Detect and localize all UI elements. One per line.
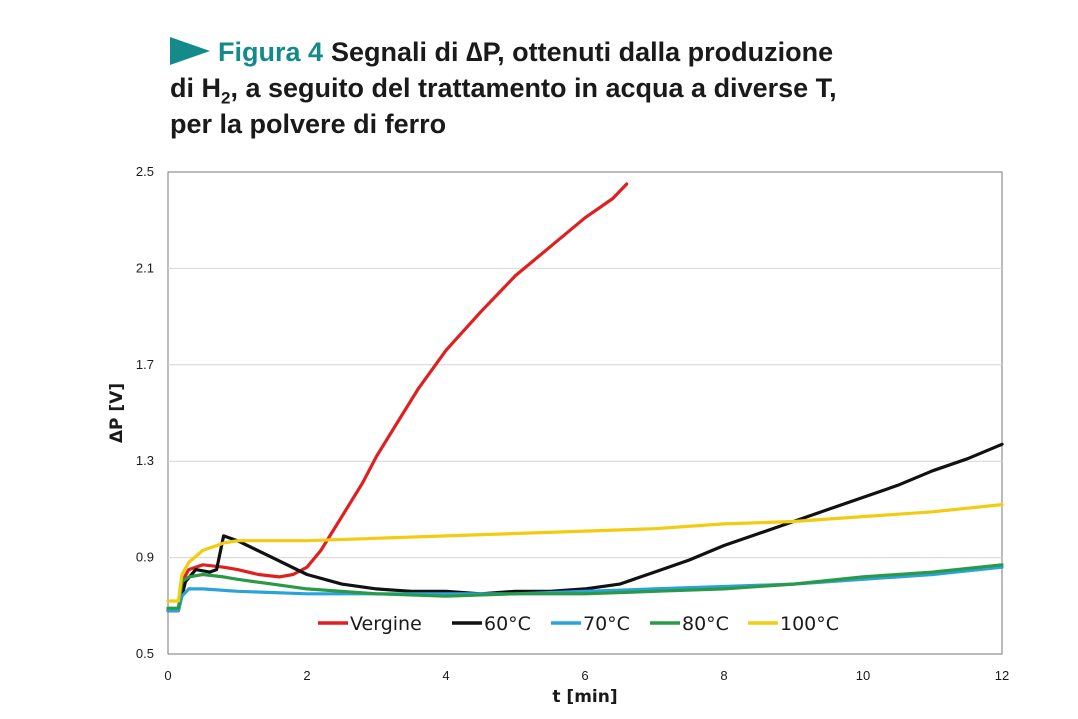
y-axis-label: ΔP [V] [107,383,127,443]
x-tick-label: 2 [303,668,310,683]
x-tick-label: 12 [995,668,1009,683]
y-tick-label: 0.9 [136,550,154,565]
legend-label-70-c: 70°C [583,613,630,635]
legend-label-vergine: Vergine [350,613,422,635]
y-tick-label: 0.5 [136,646,154,661]
x-axis-label: t [min] [552,687,617,707]
legend-label-60-c: 60°C [484,613,531,635]
legend-label-100-c: 100°C [780,613,839,635]
x-tick-label: 10 [856,668,870,683]
figure-caption: Figura 4 Segnali di ∆P, ottenuti dalla pr… [170,34,1050,142]
plot-area [167,171,1003,655]
x-tick-label: 0 [164,668,171,683]
y-tick-label: 1.3 [136,453,154,468]
y-tick-label: 2.5 [136,164,154,179]
y-tick-label: 1.7 [136,357,154,372]
x-tick-label: 8 [720,668,727,683]
caption-subscript: 2 [221,88,231,108]
arrow-icon [170,37,210,65]
series-line-vergine [166,182,629,613]
caption-line-2-post: , a seguito del trattamento in acqua a d… [230,73,837,103]
figure-label: Figura 4 [218,37,324,67]
x-tick-label: 4 [442,668,449,683]
y-tick-label: 2.1 [136,260,154,275]
caption-line-2-pre: di H [170,73,221,103]
series-line-80-c [166,563,1004,610]
series-line-100-c [166,503,1004,603]
caption-line-3: per la polvere di ferro [170,109,447,139]
caption-line-1: Segnali di ∆P, ottenuti dalla produzione [331,37,834,67]
legend-label-80-c: 80°C [682,613,729,635]
x-tick-label: 6 [581,668,588,683]
